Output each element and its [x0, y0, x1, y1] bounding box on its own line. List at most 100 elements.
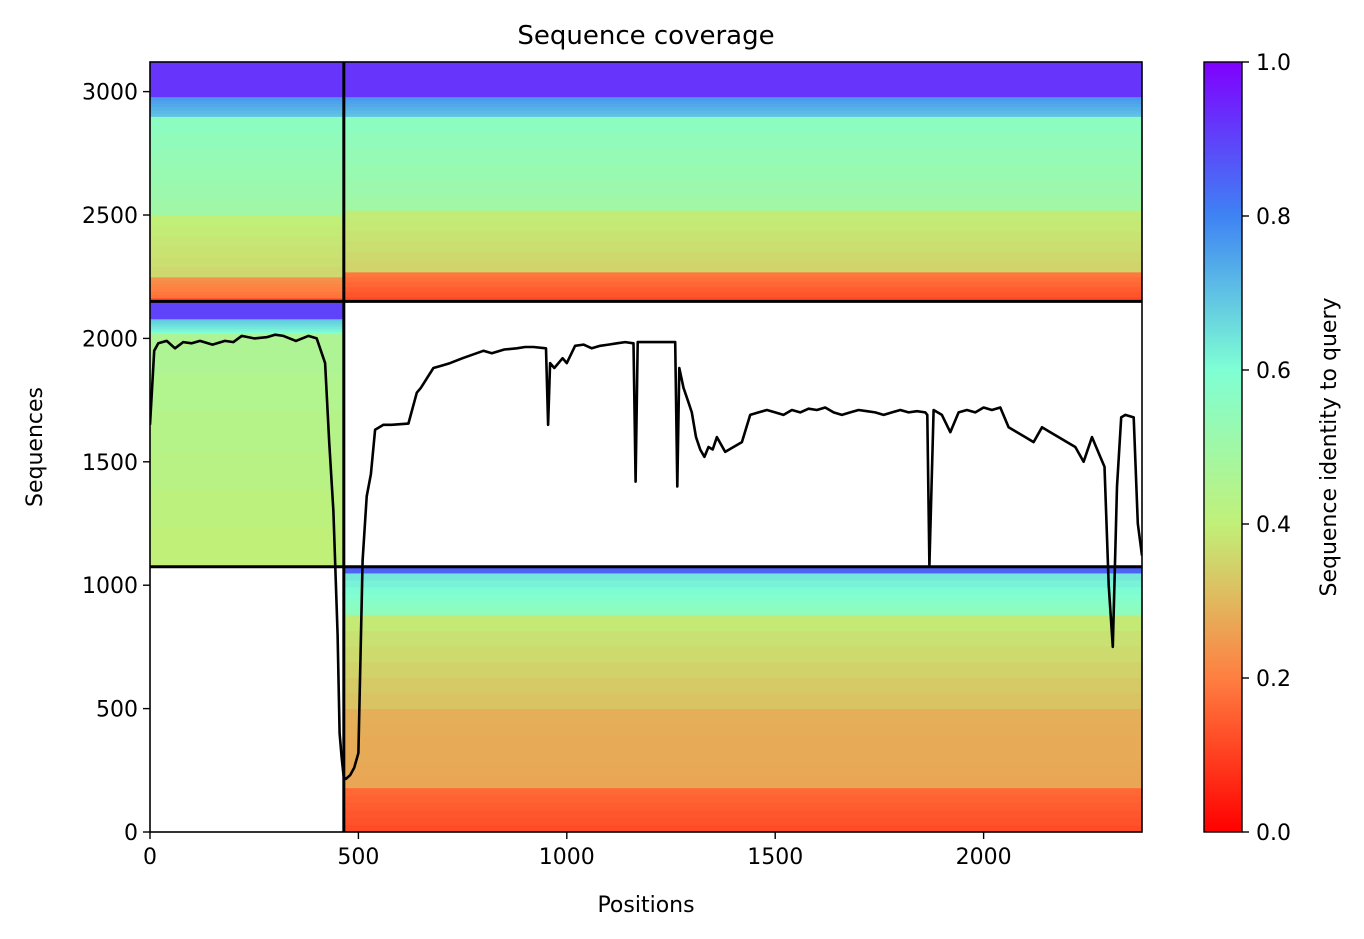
- heatmap-band: [150, 304, 344, 308]
- y-tick-label: 3000: [82, 81, 138, 106]
- heatmap-band: [150, 73, 344, 80]
- heatmap-band: [343, 748, 1142, 762]
- heatmap-band: [343, 661, 1142, 678]
- heatmap-band: [343, 787, 1142, 796]
- heatmap-band: [343, 106, 1142, 111]
- heatmap-band: [343, 802, 1142, 811]
- heatmap-band: [150, 132, 344, 150]
- heatmap-band: [150, 103, 344, 108]
- heatmap-band: [343, 178, 1142, 196]
- heatmap-band: [150, 149, 344, 167]
- y-tick-label: 0: [124, 821, 138, 846]
- heatmap-band: [343, 73, 1142, 80]
- heatmap-band: [150, 116, 344, 134]
- heatmap-band: [150, 96, 344, 101]
- heatmap-band: [150, 165, 344, 183]
- colorbar: 0.0 0.2 0.4 0.6 0.8 1.0 Sequence identity to …: [1203, 51, 1342, 846]
- heatmap-band: [150, 276, 344, 281]
- heatmap-band: [343, 586, 1142, 595]
- coverage-line-group: [150, 333, 1142, 781]
- y-tick-label: 500: [96, 698, 138, 723]
- x-axis-label: Positions: [597, 893, 694, 918]
- y-tick-label: 2500: [82, 204, 138, 229]
- heatmap-band: [150, 326, 344, 330]
- heatmap-band: [150, 182, 344, 200]
- heatmap-band: [150, 315, 344, 320]
- heatmap-band: [343, 734, 1142, 749]
- heatmap-band: [150, 99, 344, 104]
- heatmap-band: [150, 331, 344, 335]
- heatmap-band: [343, 600, 1142, 609]
- chain-boundaries: [150, 62, 1142, 832]
- x-tick-label: 0: [143, 845, 157, 870]
- heatmap-band: [150, 106, 344, 111]
- colorbar-tick-label: 0.6: [1256, 359, 1291, 384]
- heatmap-band: [343, 194, 1142, 211]
- heatmap-band: [150, 372, 344, 412]
- heatmap-band: [150, 298, 344, 301]
- heatmap-band: [150, 411, 344, 451]
- heatmap-band: [343, 163, 1142, 180]
- heatmap-band: [150, 310, 344, 314]
- heatmap-band: [150, 225, 344, 237]
- coverage-line: [150, 333, 1142, 781]
- heatmap-band: [150, 79, 344, 86]
- heatmap-band: [150, 294, 344, 299]
- heatmap-band: [343, 240, 1142, 252]
- heatmap-band: [150, 301, 344, 305]
- heatmap-band: [150, 488, 344, 529]
- heatmap-band: [343, 116, 1142, 133]
- heatmap-band: [343, 646, 1142, 663]
- heatmap-band: [343, 113, 1142, 117]
- heatmap-band: [343, 251, 1142, 263]
- x-tick-label: 1500: [747, 845, 803, 870]
- heatmap-band: [343, 67, 1142, 75]
- heatmap-band: [343, 79, 1142, 86]
- heatmap-band: [150, 328, 344, 332]
- colorbar-tick-label: 1.0: [1256, 51, 1291, 76]
- heatmap-band: [343, 230, 1142, 242]
- y-tick-label: 1000: [82, 574, 138, 599]
- colorbar-tick-label: 0.2: [1256, 667, 1291, 692]
- heatmap-band: [343, 567, 1142, 570]
- heatmap-band: [150, 283, 344, 288]
- heatmap-band: [343, 630, 1142, 647]
- heatmap-band: [150, 67, 344, 75]
- heatmap-band: [150, 62, 344, 69]
- heatmap-band: [150, 280, 344, 285]
- heatmap-band: [150, 287, 344, 292]
- heatmap-band: [150, 450, 344, 490]
- heatmap-band: [343, 809, 1142, 818]
- heatmap-band: [343, 692, 1142, 710]
- y-tick-label: 1500: [82, 451, 138, 476]
- heatmap-band: [343, 96, 1142, 101]
- heatmap-band: [343, 708, 1142, 723]
- colorbar-ticks: 0.0 0.2 0.4 0.6 0.8 1.0: [1242, 51, 1291, 846]
- heatmap-band: [150, 297, 344, 299]
- heatmap-band: [150, 527, 344, 568]
- heatmap-coverage: [150, 62, 1142, 832]
- heatmap-band: [343, 817, 1142, 826]
- heatmap-band: [343, 774, 1142, 789]
- heatmap-band: [343, 276, 1142, 283]
- heatmap-band: [150, 266, 344, 278]
- y-axis-label: Sequences: [23, 387, 48, 507]
- heatmap-band: [343, 296, 1142, 302]
- heatmap-band: [343, 99, 1142, 104]
- plot-frame: [149, 61, 1143, 833]
- heatmap-band: [343, 570, 1142, 573]
- heatmap-band: [343, 261, 1142, 273]
- heatmap-band: [343, 271, 1142, 278]
- heatmap-band: [343, 220, 1142, 232]
- heatmap-band: [343, 210, 1142, 221]
- y-tick-label: 2000: [82, 327, 138, 352]
- heatmap-band: [150, 113, 344, 117]
- colorbar-label: Sequence identity to query: [1317, 297, 1342, 596]
- x-axis-ticks: 0 500 1000 1500 2000: [143, 832, 1012, 870]
- heatmap-band: [150, 323, 344, 327]
- heatmap-band: [150, 90, 344, 98]
- heatmap-band: [343, 579, 1142, 588]
- heatmap-band: [343, 291, 1142, 298]
- heatmap-band: [343, 572, 1142, 581]
